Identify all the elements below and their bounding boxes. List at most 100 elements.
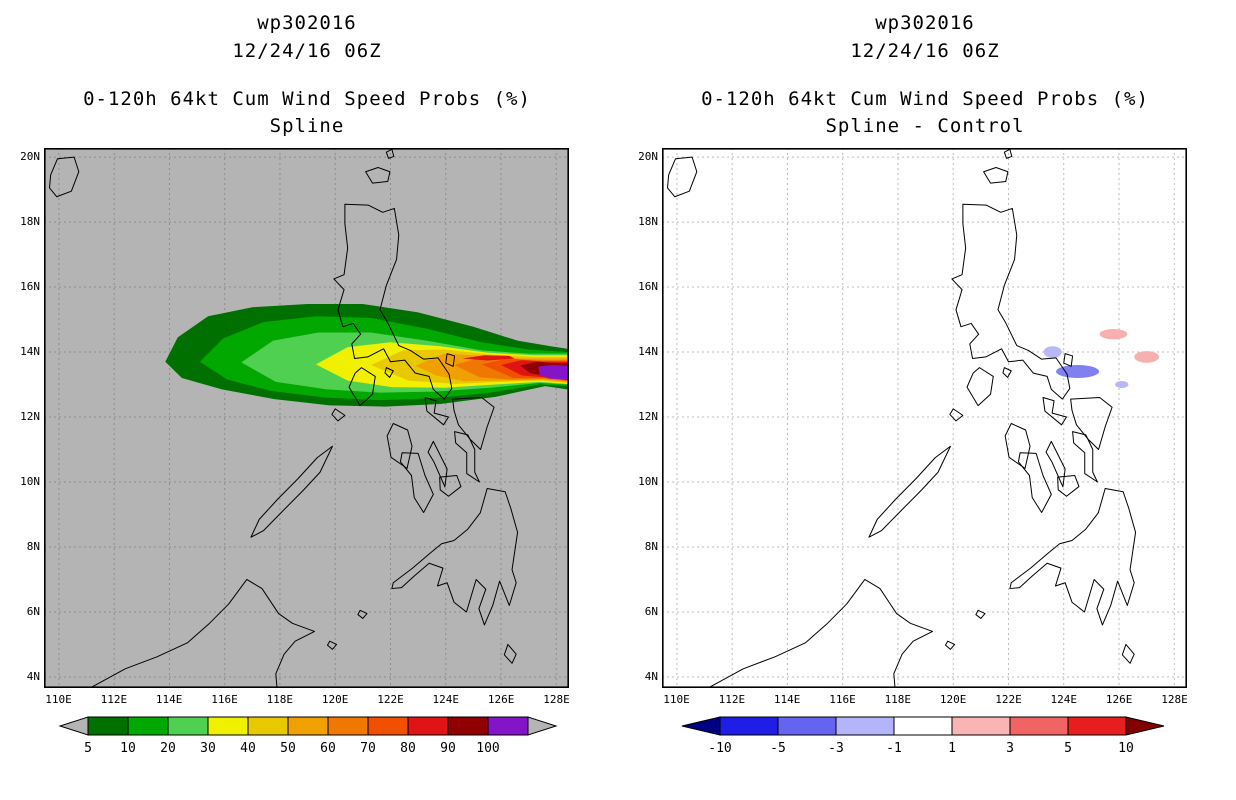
colorbar-label: 5 <box>1064 741 1072 756</box>
lon-tick-label: 112E <box>100 693 128 706</box>
lon-tick-label: 126E <box>1105 693 1133 706</box>
colorbar-overflow-arrow <box>1125 716 1165 736</box>
lon-axis: 110E 112E 114E 116E 118E 120E 122E 124E … <box>31 693 584 706</box>
colorbar-label: -5 <box>770 741 786 756</box>
colorbar-label: 50 <box>280 741 296 756</box>
lat-tick-label: 16N <box>638 280 658 293</box>
colorbar-segment <box>1009 716 1069 736</box>
colorbar-segment <box>367 716 409 736</box>
map-diff-svg <box>662 148 1187 688</box>
colorbar-label: -10 <box>708 741 732 756</box>
method-label: Spline <box>269 115 345 137</box>
colorbar-label: -1 <box>886 741 902 756</box>
colorbar-label: 60 <box>320 741 336 756</box>
init-time: 12/24/16 06Z <box>850 40 1000 62</box>
panel-spline-minus-control: wp302016 12/24/16 06Z 0-120h 64kt Cum Wi… <box>618 0 1236 800</box>
colorbar-difference-labels: -10 -5 -3 -1 1 3 5 10 <box>691 741 1155 756</box>
lon-tick-label: 124E <box>432 693 460 706</box>
colorbar-label: 90 <box>440 741 456 756</box>
lat-tick-label: 8N <box>644 540 658 553</box>
colorbar-segment <box>951 716 1011 736</box>
lon-tick-label: 118E <box>884 693 912 706</box>
lat-tick-label: 10N <box>20 475 40 488</box>
colorbar-segment <box>719 716 779 736</box>
lat-axis: 20N 18N 16N 14N 12N 10N 8N 6N 4N <box>622 150 658 683</box>
colorbar-overflow-arrow <box>527 716 558 736</box>
lon-tick-label: 114E <box>773 693 801 706</box>
map-spline-svg <box>44 148 569 688</box>
map-spline-minus-control <box>662 148 1187 688</box>
lat-tick-label: 12N <box>638 410 658 423</box>
lon-tick-label: 128E <box>1161 693 1188 706</box>
colorbar-underflow-arrow <box>681 716 721 736</box>
colorbar-probability-labels: 5 10 20 30 40 50 60 70 80 90 100 <box>68 741 508 756</box>
lat-tick-label: 6N <box>26 605 40 618</box>
colorbar-label: 10 <box>1118 741 1134 756</box>
lon-tick-label: 126E <box>487 693 515 706</box>
colorbar-segment <box>287 716 329 736</box>
map-frame <box>662 148 1187 688</box>
colorbar-probability <box>58 716 558 736</box>
lon-tick-label: 122E <box>995 693 1022 706</box>
lat-tick-label: 14N <box>638 345 658 358</box>
colorbar-segment <box>327 716 369 736</box>
lat-tick-label: 20N <box>638 150 658 163</box>
colorbar-label: 20 <box>160 741 176 756</box>
colorbar-label: 70 <box>360 741 376 756</box>
lon-tick-label: 114E <box>155 693 183 706</box>
lon-tick-label: 128E <box>543 693 570 706</box>
lon-tick-label: 118E <box>266 693 294 706</box>
lon-tick-label: 124E <box>1050 693 1078 706</box>
colorbar-label: 1 <box>948 741 956 756</box>
lat-tick-label: 14N <box>20 345 40 358</box>
colorbar-segment <box>777 716 837 736</box>
map-frame <box>44 148 569 688</box>
lat-tick-label: 8N <box>26 540 40 553</box>
lon-tick-label: 120E <box>939 693 967 706</box>
colorbar-label: -3 <box>828 741 844 756</box>
map-background <box>44 148 569 688</box>
lat-tick-label: 6N <box>644 605 658 618</box>
graticule <box>662 148 1187 688</box>
colorbar-segment <box>447 716 489 736</box>
colorbar-segment <box>87 716 129 736</box>
colorbar-underflow-arrow <box>58 716 89 736</box>
product-title: 0-120h 64kt Cum Wind Speed Probs (%) <box>83 88 531 110</box>
lat-tick-label: 4N <box>26 670 40 683</box>
lat-tick-label: 20N <box>20 150 40 163</box>
colorbar-segment <box>1067 716 1127 736</box>
lat-tick-label: 12N <box>20 410 40 423</box>
colorbar-difference <box>681 716 1165 736</box>
lat-tick-label: 4N <box>644 670 658 683</box>
lat-axis: 20N 18N 16N 14N 12N 10N 8N 6N 4N <box>4 150 40 683</box>
lon-tick-label: 110E <box>663 693 690 706</box>
colorbar-label: 100 <box>476 741 500 756</box>
colorbar-label: 10 <box>120 741 136 756</box>
colorbar-segment <box>167 716 209 736</box>
colorbar-segment <box>487 716 529 736</box>
storm-id: wp302016 <box>257 12 357 34</box>
anomaly-patch-positive-e <box>1134 351 1160 363</box>
colorbar-segment <box>893 716 953 736</box>
colorbar-label: 5 <box>84 741 92 756</box>
map-spline <box>44 148 569 688</box>
lat-tick-label: 18N <box>20 215 40 228</box>
method-label: Spline - Control <box>825 115 1025 137</box>
lon-tick-label: 116E <box>211 693 238 706</box>
anomaly-patch-negative-se <box>1115 380 1129 389</box>
panel-spline: wp302016 12/24/16 06Z 0-120h 64kt Cum Wi… <box>4 12 584 756</box>
lon-tick-label: 122E <box>377 693 404 706</box>
lon-tick-label: 110E <box>45 693 72 706</box>
colorbar-segment <box>207 716 249 736</box>
lat-tick-label: 18N <box>638 215 658 228</box>
anomaly-patch-positive-ne <box>1099 328 1128 340</box>
lon-axis: 110E 112E 114E 116E 118E 120E 122E 124E … <box>649 693 1202 706</box>
contour-streak-70-80pct <box>462 355 515 361</box>
colorbar-label: 80 <box>400 741 416 756</box>
map-background <box>662 148 1187 688</box>
contour-100pct <box>538 365 568 380</box>
colorbar-label: 40 <box>240 741 256 756</box>
anomaly-patch-negative-w <box>1043 346 1062 358</box>
colorbar-segment <box>835 716 895 736</box>
